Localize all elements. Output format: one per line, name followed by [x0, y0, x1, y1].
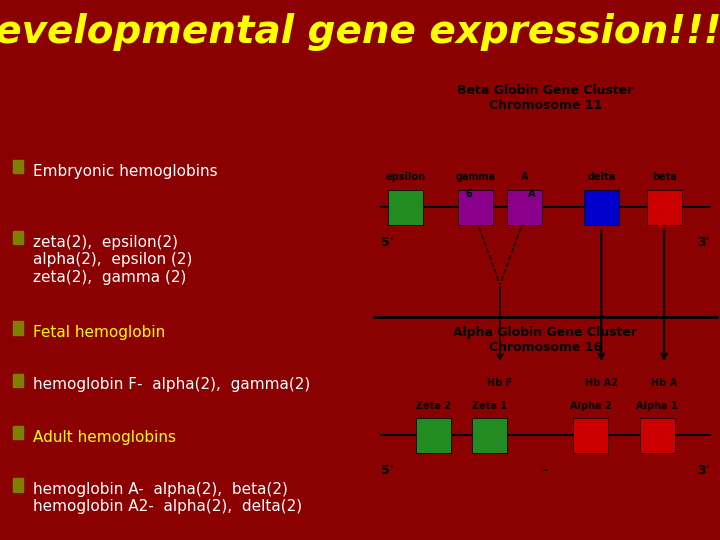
- Text: gamma: gamma: [456, 172, 495, 183]
- FancyBboxPatch shape: [472, 417, 507, 453]
- Text: A: A: [521, 172, 528, 183]
- Bar: [13, 426, 23, 439]
- Text: Alpha Globin Gene Cluster
Chromosome 16: Alpha Globin Gene Cluster Chromosome 16: [454, 326, 637, 354]
- Text: A: A: [528, 188, 536, 199]
- Bar: [13, 231, 23, 245]
- Text: beta: beta: [652, 172, 677, 183]
- Text: hemoglobin A-  alpha(2),  beta(2)
hemoglobin A2-  alpha(2),  delta(2): hemoglobin A- alpha(2), beta(2) hemoglob…: [33, 482, 302, 515]
- Text: 3': 3': [697, 464, 709, 477]
- Bar: [13, 321, 23, 335]
- Text: Fetal hemoglobin: Fetal hemoglobin: [33, 325, 166, 340]
- FancyBboxPatch shape: [584, 190, 618, 225]
- FancyBboxPatch shape: [416, 417, 451, 453]
- Text: delta: delta: [587, 172, 616, 183]
- Text: Hb F: Hb F: [487, 379, 513, 388]
- Text: Beta Globin Gene Cluster
Chromosome 11: Beta Globin Gene Cluster Chromosome 11: [457, 84, 634, 112]
- Bar: [13, 478, 23, 491]
- Bar: [13, 160, 23, 173]
- FancyBboxPatch shape: [639, 417, 675, 453]
- Text: -: -: [543, 464, 548, 477]
- Bar: [13, 374, 23, 387]
- FancyBboxPatch shape: [458, 190, 493, 225]
- Text: 3': 3': [697, 236, 709, 249]
- Text: Embryonic hemoglobins: Embryonic hemoglobins: [33, 164, 218, 179]
- Text: Adult hemoglobins: Adult hemoglobins: [33, 430, 176, 445]
- Text: Alpha 1: Alpha 1: [636, 401, 678, 410]
- Text: Zeta 2: Zeta 2: [416, 401, 451, 410]
- Text: 6: 6: [465, 188, 472, 199]
- FancyBboxPatch shape: [573, 417, 608, 453]
- Text: Zeta 1: Zeta 1: [472, 401, 507, 410]
- Text: hemoglobin F-  alpha(2),  gamma(2): hemoglobin F- alpha(2), gamma(2): [33, 377, 310, 393]
- FancyBboxPatch shape: [507, 190, 542, 225]
- Text: Hb A: Hb A: [651, 379, 678, 388]
- Text: Developmental gene expression!!!!!: Developmental gene expression!!!!!: [0, 14, 720, 51]
- Text: zeta(2),  epsilon(2)
alpha(2),  epsilon (2)
zeta(2),  gamma (2): zeta(2), epsilon(2) alpha(2), epsilon (2…: [33, 235, 193, 285]
- Text: Hb A2: Hb A2: [585, 379, 618, 388]
- FancyBboxPatch shape: [388, 190, 423, 225]
- Text: 5': 5': [382, 464, 394, 477]
- Text: epsilon: epsilon: [386, 172, 426, 183]
- FancyBboxPatch shape: [647, 190, 682, 225]
- Text: 5': 5': [382, 236, 394, 249]
- Text: Alpha 2: Alpha 2: [570, 401, 612, 410]
